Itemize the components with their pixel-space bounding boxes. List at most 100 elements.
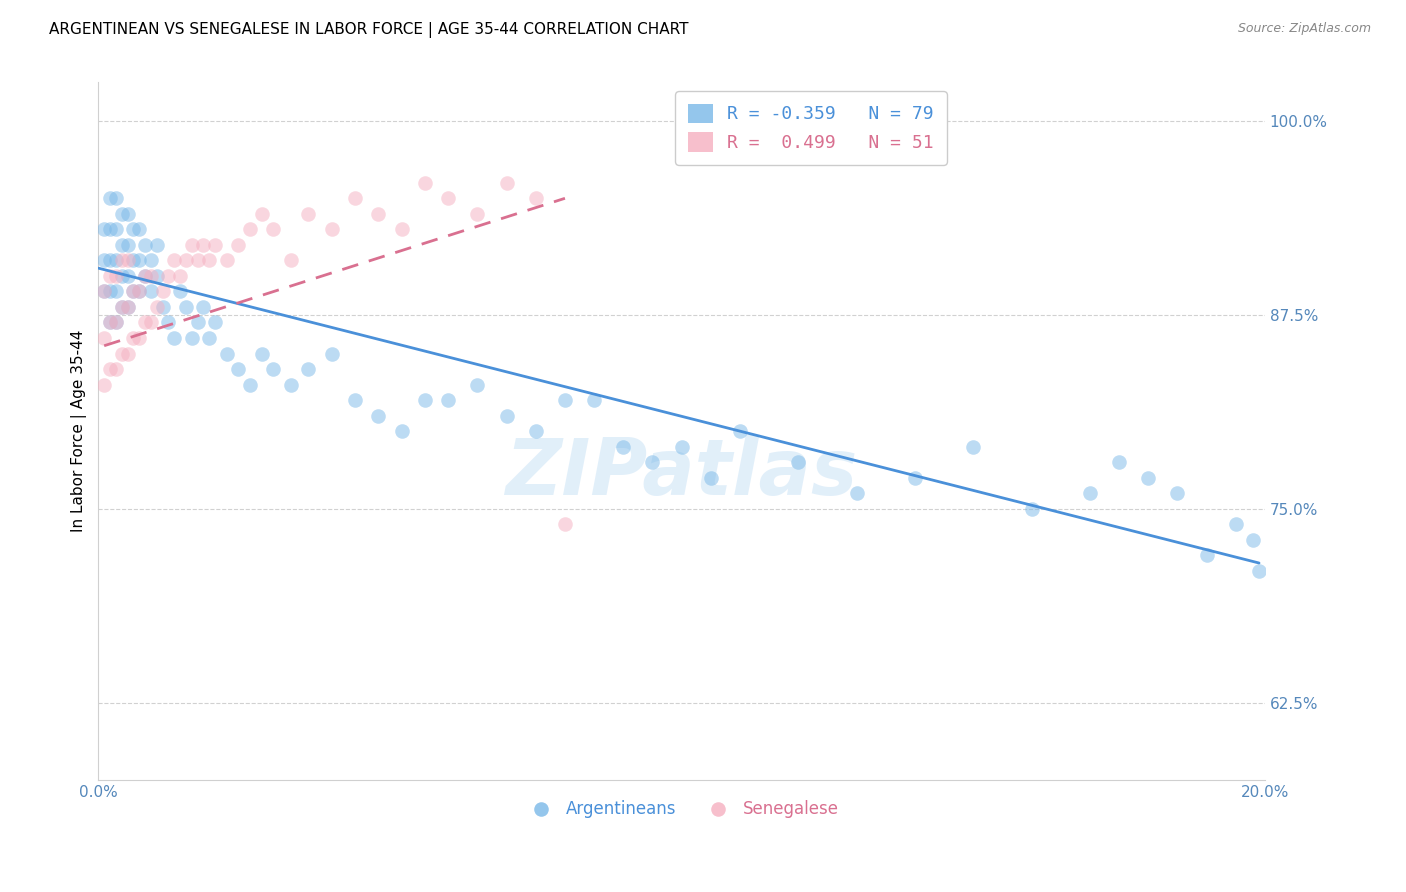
Point (93, 331, 115, 345)
Point (134, 238, 156, 252)
Y-axis label: In Labor Force | Age 35-44: In Labor Force | Age 35-44 (72, 330, 87, 533)
Point (962, 440, 984, 454)
Point (98, 316, 121, 330)
Point (163, 253, 186, 268)
Point (180, 238, 202, 252)
Point (111, 346, 134, 360)
Point (139, 285, 162, 299)
Point (297, 362, 319, 376)
Point (93, 285, 115, 299)
Point (104, 253, 127, 268)
Point (228, 238, 250, 252)
Point (198, 331, 221, 345)
Point (152, 300, 174, 314)
Point (321, 222, 343, 236)
Point (495, 176, 517, 190)
Point (262, 222, 284, 236)
Point (163, 331, 186, 345)
Point (1247, 564, 1270, 578)
Point (524, 424, 547, 438)
Point (204, 316, 226, 330)
Point (280, 377, 302, 392)
Point (104, 316, 127, 330)
Point (215, 346, 238, 360)
Point (98, 285, 121, 299)
Point (98, 316, 121, 330)
Point (145, 300, 167, 314)
Point (139, 253, 162, 268)
Point (174, 300, 197, 314)
Point (134, 316, 156, 330)
Point (437, 392, 460, 407)
Point (280, 253, 302, 268)
Point (321, 346, 343, 360)
Point (134, 268, 156, 283)
Point (174, 253, 197, 268)
Point (1225, 517, 1247, 532)
Point (117, 300, 139, 314)
Point (93, 377, 115, 392)
Point (367, 409, 389, 423)
Point (845, 486, 868, 500)
Point (413, 176, 436, 190)
Point (117, 346, 139, 360)
Point (1195, 548, 1218, 562)
Point (104, 316, 127, 330)
Point (228, 362, 250, 376)
Point (98, 268, 121, 283)
Point (367, 207, 389, 221)
Point (671, 440, 693, 454)
Point (495, 409, 517, 423)
Point (1021, 501, 1043, 516)
Point (467, 377, 489, 392)
Point (128, 253, 150, 268)
Point (1078, 486, 1101, 500)
Point (787, 455, 810, 469)
Point (169, 285, 191, 299)
Point (104, 362, 127, 376)
Point (98, 253, 121, 268)
Point (437, 191, 460, 205)
Point (111, 253, 134, 268)
Point (122, 285, 145, 299)
Point (1137, 470, 1160, 484)
Point (262, 362, 284, 376)
Point (343, 392, 366, 407)
Point (1166, 486, 1188, 500)
Point (198, 253, 221, 268)
Point (134, 268, 156, 283)
Point (128, 222, 150, 236)
Point (215, 253, 238, 268)
Point (145, 238, 167, 252)
Point (104, 285, 127, 299)
Point (467, 207, 489, 221)
Point (343, 191, 366, 205)
Point (204, 238, 226, 252)
Point (104, 191, 127, 205)
Text: ARGENTINEAN VS SENEGALESE IN LABOR FORCE | AGE 35-44 CORRELATION CHART: ARGENTINEAN VS SENEGALESE IN LABOR FORCE… (49, 22, 689, 38)
Point (250, 207, 273, 221)
Point (728, 424, 751, 438)
Point (117, 268, 139, 283)
Point (1108, 455, 1130, 469)
Point (117, 207, 139, 221)
Point (391, 222, 413, 236)
Point (612, 440, 634, 454)
Point (186, 253, 208, 268)
Legend: Argentineans, Senegalese: Argentineans, Senegalese (517, 793, 845, 824)
Point (239, 222, 262, 236)
Text: Source: ZipAtlas.com: Source: ZipAtlas.com (1237, 22, 1371, 36)
Point (93, 285, 115, 299)
Point (111, 268, 134, 283)
Point (98, 362, 121, 376)
Point (128, 331, 150, 345)
Point (700, 470, 723, 484)
Point (152, 285, 174, 299)
Point (128, 285, 150, 299)
Point (111, 207, 134, 221)
Point (117, 253, 139, 268)
Point (157, 316, 180, 330)
Point (98, 191, 121, 205)
Point (180, 331, 202, 345)
Point (122, 222, 145, 236)
